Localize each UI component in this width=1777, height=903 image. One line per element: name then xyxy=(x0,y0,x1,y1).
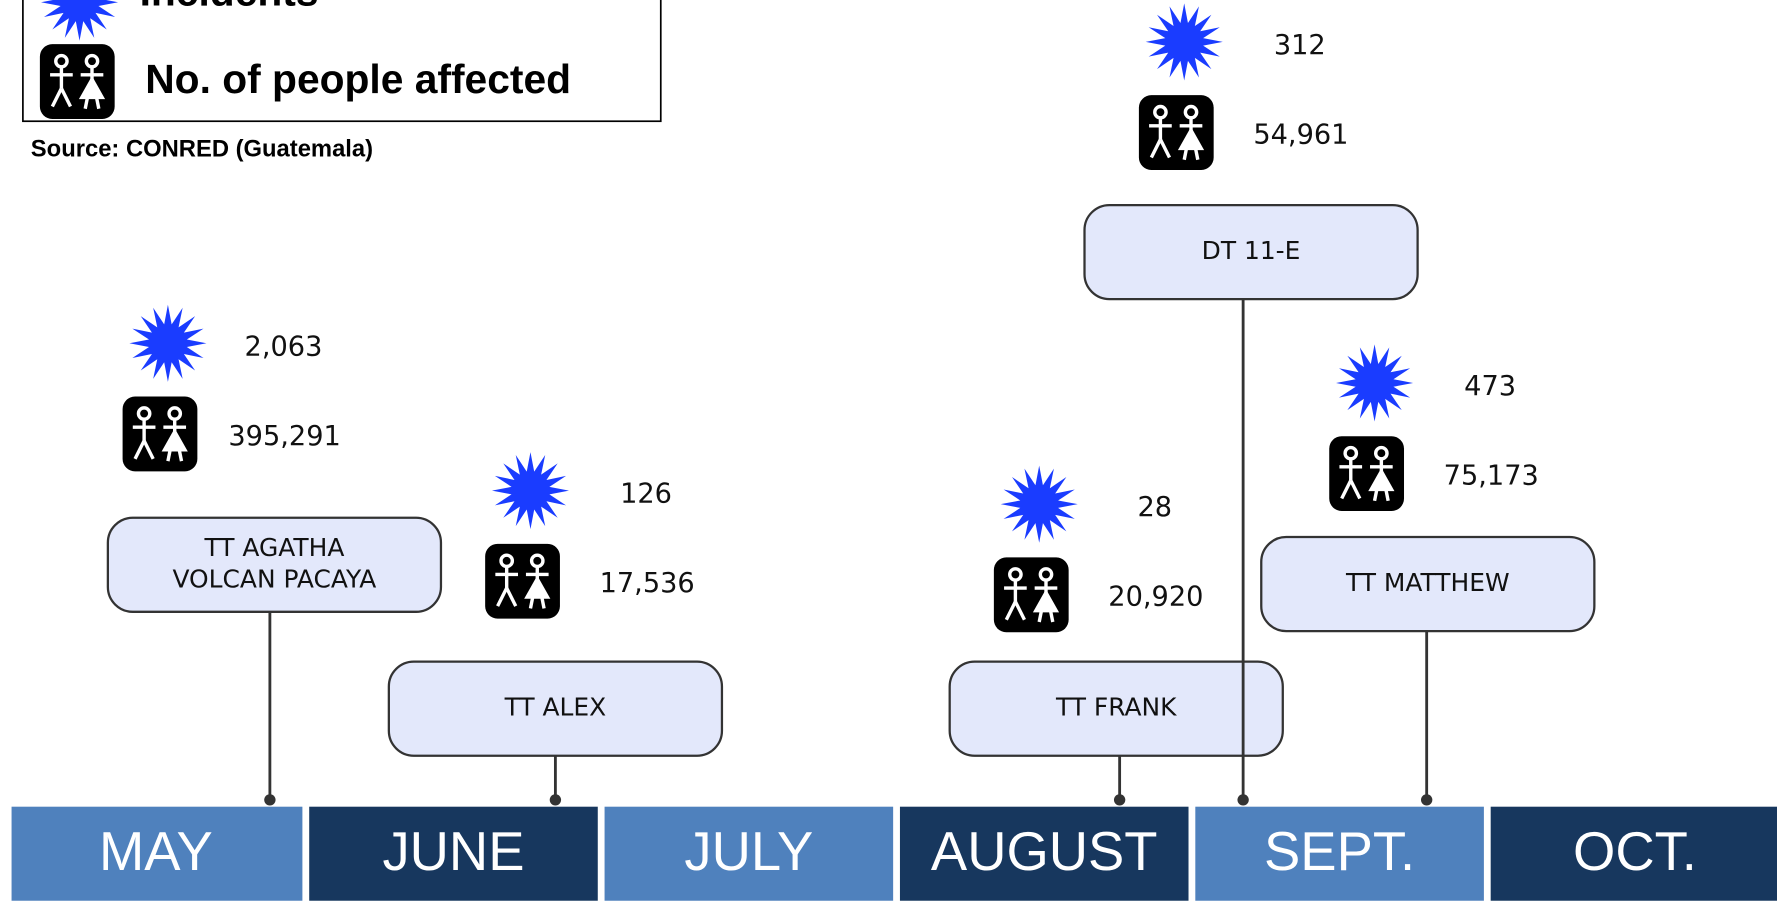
legend-label: No. of people affected xyxy=(145,56,571,102)
month-cell xyxy=(309,806,598,901)
event-box xyxy=(1260,535,1596,633)
affected: 395,291 xyxy=(228,421,340,452)
incident-icon xyxy=(491,452,569,530)
event-label: TT MATTHEW xyxy=(1345,568,1510,597)
people-icon xyxy=(1137,93,1216,172)
event: TT ALEX 126 17,536 xyxy=(387,452,724,806)
month-cell xyxy=(1490,806,1777,901)
affected: 17,536 xyxy=(600,568,695,599)
incidents: 312 xyxy=(1274,30,1326,61)
month-label: MAY xyxy=(99,821,213,882)
incident-icon xyxy=(1000,465,1078,543)
event-label: TT FRANK xyxy=(1055,693,1177,722)
event-label: VOLCAN PACAYA xyxy=(172,565,376,594)
month-cell xyxy=(899,806,1189,901)
people-icon xyxy=(1327,434,1406,513)
affected: 20,920 xyxy=(1108,582,1203,613)
month-label: JUNE xyxy=(382,821,524,882)
event: TT AGATHA VOLCAN PACAYA 2,063 395,291 xyxy=(106,304,443,806)
month-label: SEPT. xyxy=(1264,821,1415,882)
legend-label: Incidents xyxy=(140,0,319,15)
event-box xyxy=(1083,203,1419,301)
source: Source: CONRED (Guatemala) xyxy=(31,135,373,162)
incident-icon xyxy=(129,304,207,382)
event-box xyxy=(106,516,443,613)
affected: 54,961 xyxy=(1253,119,1348,150)
incident-icon xyxy=(1336,344,1414,422)
people-icon xyxy=(992,555,1071,634)
month-label: OCT. xyxy=(1573,821,1697,882)
month-cell xyxy=(11,806,303,901)
event-box xyxy=(387,660,724,757)
event: TT MATTHEW 473 75,173 xyxy=(1260,344,1596,806)
incident-icon xyxy=(1145,3,1223,81)
event: TT FRANK 28 20,920 xyxy=(948,465,1284,806)
incidents: 28 xyxy=(1137,492,1172,523)
event-label: DT 11-E xyxy=(1202,236,1301,265)
connector-dot xyxy=(1421,794,1433,806)
month-cell xyxy=(1195,806,1484,901)
incidents: 126 xyxy=(620,479,672,510)
connector-dot xyxy=(549,794,562,806)
legend: Incidents No. of people affected xyxy=(22,0,662,123)
incidents: 473 xyxy=(1464,371,1516,402)
incidents: 2,063 xyxy=(245,331,323,362)
people-icon xyxy=(483,542,562,621)
event: DT 11-E 312 54,961 xyxy=(1083,3,1419,806)
connector-dot xyxy=(1113,794,1126,806)
affected: 75,173 xyxy=(1444,460,1539,491)
people-icon xyxy=(120,394,200,474)
event-box xyxy=(948,660,1284,757)
month-label: JULY xyxy=(684,821,813,882)
connector-dot xyxy=(1237,794,1249,806)
month-label: AUGUST xyxy=(931,821,1158,882)
event-label: TT AGATHA xyxy=(203,533,344,562)
month-cell xyxy=(604,806,894,901)
event-label: TT ALEX xyxy=(504,693,607,722)
connector-dot xyxy=(264,794,276,806)
